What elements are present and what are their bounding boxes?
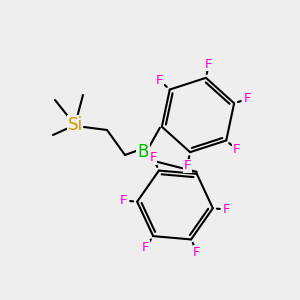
Text: F: F [233,143,240,156]
Text: F: F [183,159,191,172]
Text: F: F [223,203,231,216]
Text: F: F [119,194,127,207]
Text: F: F [244,92,251,105]
Text: F: F [141,241,149,254]
Text: F: F [193,246,201,259]
Text: B: B [137,143,149,161]
Text: Si: Si [68,116,82,134]
Text: F: F [149,152,157,164]
Text: F: F [205,58,213,70]
Text: F: F [156,74,163,87]
